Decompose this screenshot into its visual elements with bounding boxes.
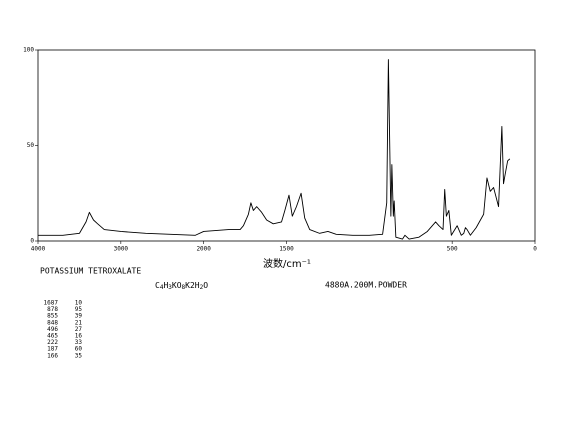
peak-intensity: 35 xyxy=(75,352,83,359)
peak-wavenumber: 187 xyxy=(47,346,58,353)
peak-wavenumber: 878 xyxy=(47,306,58,313)
peak-intensity: 16 xyxy=(75,333,83,340)
peak-intensity: 60 xyxy=(75,346,83,353)
formula-subscript: 2 xyxy=(200,284,204,291)
formula-subscript: 3 xyxy=(168,284,172,291)
y-tick-label: 0 xyxy=(30,238,34,245)
peak-intensity: 21 xyxy=(75,319,83,326)
peak-wavenumber: 855 xyxy=(47,313,58,320)
peak-intensity: 95 xyxy=(75,306,83,313)
peak-wavenumber: 848 xyxy=(47,319,58,326)
formula-part: KO xyxy=(172,281,182,290)
y-tick-label: 50 xyxy=(27,142,35,149)
peak-wavenumber: 1687 xyxy=(44,300,59,307)
plot-frame xyxy=(37,49,536,242)
peak-intensity: 10 xyxy=(75,300,83,307)
peak-intensity: 27 xyxy=(75,326,83,333)
formula-part: K2H xyxy=(185,281,200,290)
y-tick-label: 100 xyxy=(23,47,34,54)
formula-subscript: 8 xyxy=(182,284,186,291)
formula: C4H3KO8K2H2O xyxy=(155,281,208,291)
spectrum-line xyxy=(38,59,511,240)
peak-intensity: 33 xyxy=(75,339,83,346)
x-tick-label: 3000 xyxy=(114,246,129,253)
x-tick-label: 2000 xyxy=(196,246,211,253)
peak-wavenumber: 222 xyxy=(47,339,58,346)
peak-intensity: 39 xyxy=(75,313,83,320)
compound-name: POTASSIUM TETROXALATE xyxy=(40,267,141,276)
peak-wavenumber: 465 xyxy=(47,333,58,340)
conditions: 4880A.200M.POWDER xyxy=(325,281,407,290)
formula-part: C xyxy=(155,281,160,290)
x-tick-label: 0 xyxy=(533,246,537,253)
x-axis-label: 波数/cm⁻¹ xyxy=(263,257,311,270)
formula-part: H xyxy=(163,281,168,290)
formula-subscript: 4 xyxy=(160,284,164,291)
x-tick-label: 500 xyxy=(447,246,458,253)
x-tick-label: 1500 xyxy=(279,246,294,253)
formula-part: O xyxy=(203,281,208,290)
peak-wavenumber: 496 xyxy=(47,326,58,333)
peak-wavenumber: 166 xyxy=(47,352,58,359)
x-tick-label: 4000 xyxy=(31,246,46,253)
